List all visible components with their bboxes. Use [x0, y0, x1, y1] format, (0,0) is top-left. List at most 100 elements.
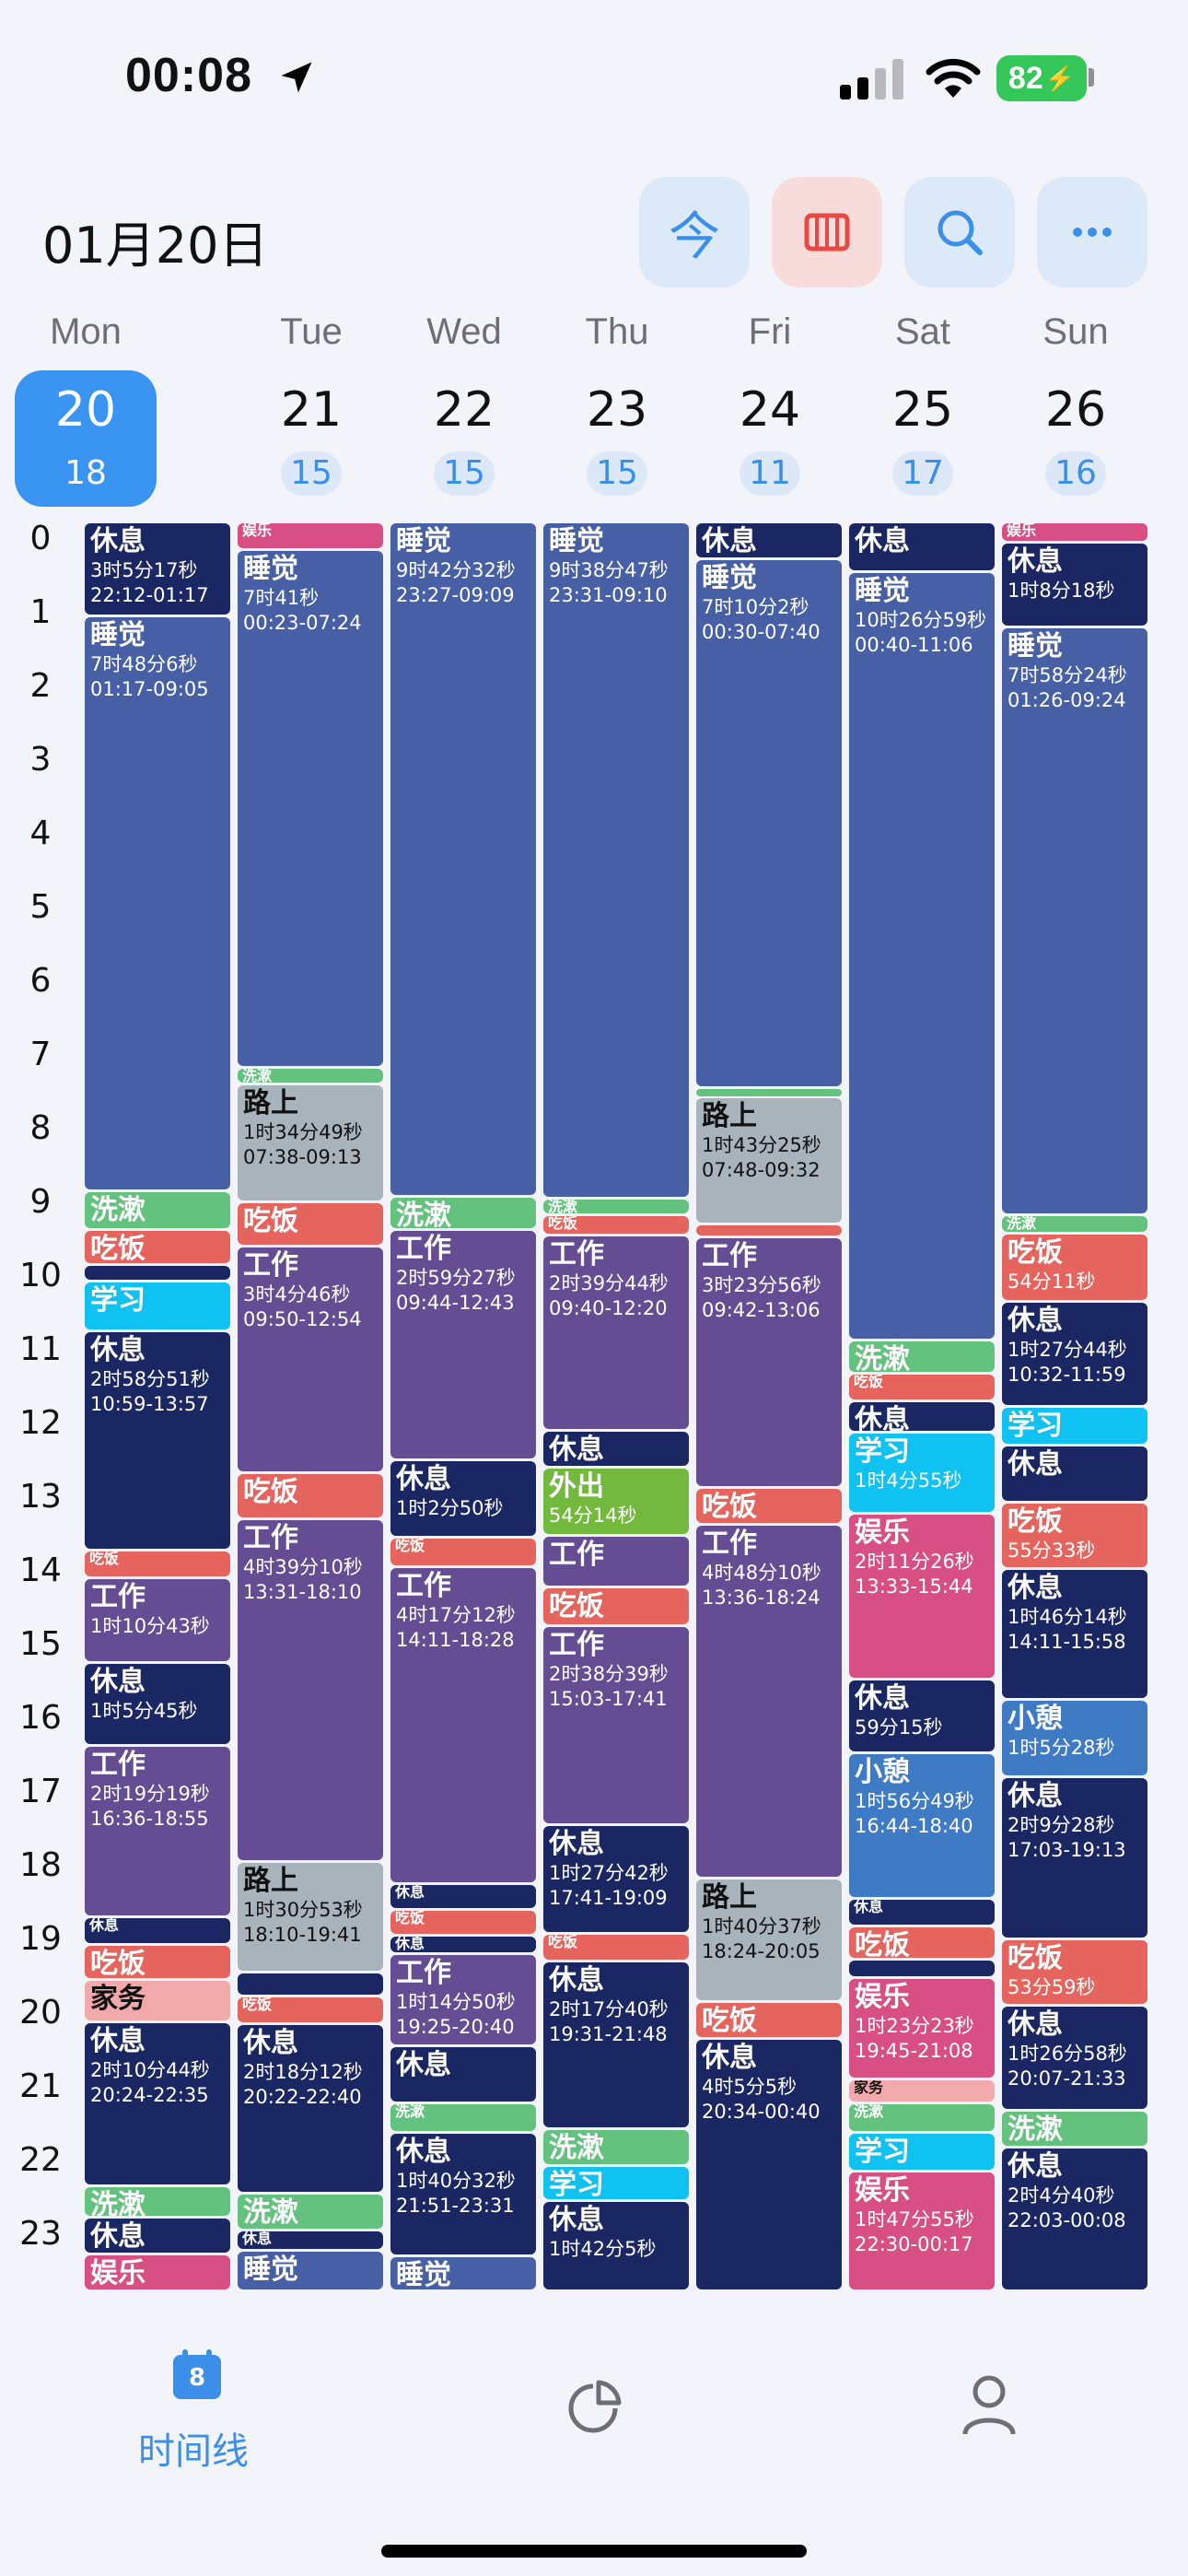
event-block[interactable]: 休息: [696, 523, 842, 557]
event-block[interactable]: [238, 1973, 383, 1995]
event-block[interactable]: 吃饭: [85, 1946, 230, 1978]
event-block[interactable]: 家务: [849, 2080, 995, 2102]
event-block[interactable]: 娱乐 2时11分26秒 13:33-15:44: [849, 1515, 995, 1678]
event-block[interactable]: 休息: [390, 1936, 536, 1952]
event-block[interactable]: 休息: [543, 1432, 689, 1467]
event-block[interactable]: 睡觉 9时38分47秒 23:31-09:10: [543, 523, 689, 1197]
event-block[interactable]: 休息: [849, 1899, 995, 1925]
more-button[interactable]: [1037, 177, 1147, 287]
event-block[interactable]: 娱乐: [1002, 523, 1147, 542]
event-block[interactable]: 工作 2时59分27秒 09:44-12:43: [390, 1231, 536, 1458]
event-block[interactable]: 睡觉 7时58分24秒 01:26-09:24: [1002, 627, 1147, 1213]
event-block[interactable]: 学习: [849, 2134, 995, 2170]
event-block[interactable]: 学习 1时4分55秒: [849, 1434, 995, 1512]
event-block[interactable]: 睡觉 7时10分2秒 00:30-07:40: [696, 560, 842, 1086]
event-block[interactable]: 小憩 1时56分49秒 16:44-18:40: [849, 1754, 995, 1897]
event-block[interactable]: 吃饭 53分59秒: [1002, 1939, 1147, 2004]
event-block[interactable]: 吃饭: [543, 1588, 689, 1625]
event-block[interactable]: 休息 4时5分5秒 20:34-00:40: [696, 2039, 842, 2289]
event-block[interactable]: 工作 4时48分10秒 13:36-18:24: [696, 1526, 842, 1877]
event-block[interactable]: 休息 1时2分50秒: [390, 1460, 536, 1537]
event-block[interactable]: 洗漱: [238, 1069, 383, 1083]
event-block[interactable]: 吃饭: [238, 1474, 383, 1517]
event-block[interactable]: 吃饭 54分11秒: [1002, 1235, 1147, 1300]
event-block[interactable]: 休息: [390, 2046, 536, 2102]
event-block[interactable]: 学习: [543, 2167, 689, 2200]
event-block[interactable]: 洗漱: [85, 1192, 230, 1228]
day-number[interactable]: 22: [433, 382, 495, 438]
event-block[interactable]: 休息 1时42分5秒: [543, 2202, 689, 2289]
day-number[interactable]: 20: [54, 382, 117, 438]
search-button[interactable]: [904, 177, 1015, 287]
event-block[interactable]: 休息 2时18分12秒 20:22-22:40: [238, 2024, 383, 2192]
event-block[interactable]: 休息: [238, 2231, 383, 2249]
event-block[interactable]: 休息 1时26分58秒 20:07-21:33: [1002, 2006, 1147, 2109]
event-block[interactable]: 洗漱: [1002, 2112, 1147, 2146]
day-number[interactable]: 25: [891, 382, 954, 438]
event-block[interactable]: 吃饭: [849, 1375, 995, 1400]
event-block[interactable]: 娱乐 1时47分55秒 22:30-00:17: [849, 2172, 995, 2289]
event-block[interactable]: 吃饭: [849, 1927, 995, 1958]
event-block[interactable]: 吃饭: [238, 1202, 383, 1246]
event-block[interactable]: 工作 1时10分43秒: [85, 1579, 230, 1662]
event-block[interactable]: 休息 1时27分44秒 10:32-11:59: [1002, 1302, 1147, 1405]
event-block[interactable]: 学习: [1002, 1408, 1147, 1445]
event-block[interactable]: 睡觉 7时41秒 00:23-07:24: [238, 551, 383, 1066]
event-block[interactable]: 休息 1时46分14秒 14:11-15:58: [1002, 1570, 1147, 1698]
event-block[interactable]: 吃饭: [390, 1539, 536, 1566]
week-view-button[interactable]: [772, 177, 882, 287]
event-block[interactable]: 工作 3时23分56秒 09:42-13:06: [696, 1238, 842, 1486]
day-number[interactable]: 24: [739, 382, 801, 438]
event-block[interactable]: 路上 1时30分53秒 18:10-19:41: [238, 1862, 383, 1972]
day-number[interactable]: 26: [1044, 382, 1107, 438]
event-block[interactable]: 吃饭: [390, 1911, 536, 1934]
event-block[interactable]: 休息: [1002, 1446, 1147, 1501]
event-block[interactable]: 休息: [85, 1917, 230, 1943]
event-block[interactable]: 工作: [543, 1537, 689, 1586]
tab-timeline[interactable]: 8: [171, 2349, 223, 2401]
event-block[interactable]: 休息: [849, 523, 995, 570]
event-block[interactable]: 吃饭: [238, 1997, 383, 2022]
event-block[interactable]: 吃饭 55分33秒: [1002, 1504, 1147, 1567]
event-block[interactable]: 学习: [85, 1282, 230, 1330]
event-block[interactable]: 娱乐: [238, 523, 383, 549]
event-block[interactable]: 休息: [849, 1402, 995, 1431]
event-block[interactable]: 休息 2时58分51秒 10:59-13:57: [85, 1332, 230, 1549]
event-block[interactable]: 睡觉: [238, 2252, 383, 2289]
event-block[interactable]: 外出 54分14秒: [543, 1469, 689, 1534]
event-block[interactable]: 吃饭: [696, 1489, 842, 1523]
event-block[interactable]: 睡觉 7时48分6秒 01:17-09:05: [85, 617, 230, 1190]
event-block[interactable]: [85, 1266, 230, 1280]
event-block[interactable]: 休息: [390, 1884, 536, 1909]
event-block[interactable]: 休息: [85, 2219, 230, 2253]
event-block[interactable]: 休息 1时8分18秒: [1002, 544, 1147, 626]
event-block[interactable]: 休息 1时27分42秒 17:41-19:09: [543, 1826, 689, 1932]
event-block[interactable]: 休息 2时4分40秒 22:03-00:08: [1002, 2149, 1147, 2289]
event-block[interactable]: 路上 1时34分49秒 07:38-09:13: [238, 1085, 383, 1200]
event-block[interactable]: 休息 59分15秒: [849, 1680, 995, 1751]
event-block[interactable]: 小憩 1时5分28秒: [1002, 1700, 1147, 1776]
event-block[interactable]: 洗漱: [849, 2104, 995, 2131]
tab-timeline-label[interactable]: 时间线: [138, 2430, 249, 2473]
event-block[interactable]: 休息 2时10分44秒 20:24-22:35: [85, 2023, 230, 2185]
event-block[interactable]: 睡觉 10时26分59秒 00:40-11:06: [849, 572, 995, 1339]
tab-statistics[interactable]: [564, 2379, 623, 2438]
event-block[interactable]: 休息 3时5分17秒 22:12-01:17: [85, 523, 230, 615]
event-block[interactable]: 路上 1时40分37秒 18:24-20:05: [696, 1879, 842, 2001]
event-block[interactable]: 洗漱: [238, 2194, 383, 2230]
page-title[interactable]: 01月20日: [42, 217, 269, 275]
event-block[interactable]: 睡觉 9时42分32秒 23:27-09:09: [390, 523, 536, 1195]
event-block[interactable]: 洗漱: [390, 2104, 536, 2131]
event-block[interactable]: 吃饭: [543, 1935, 689, 1960]
event-block[interactable]: 吃饭: [85, 1551, 230, 1577]
today-button[interactable]: 今: [639, 177, 750, 287]
event-block[interactable]: [696, 1088, 842, 1096]
event-block[interactable]: 工作 1时14分50秒 19:25-20:40: [390, 1954, 536, 2044]
day-number[interactable]: 21: [280, 382, 343, 438]
event-block[interactable]: 洗漱: [85, 2187, 230, 2216]
event-block[interactable]: 洗漱: [390, 1198, 536, 1228]
event-block[interactable]: 洗漱: [543, 1199, 689, 1213]
event-block[interactable]: [849, 1961, 995, 1976]
event-block[interactable]: 洗漱: [849, 1341, 995, 1372]
event-block[interactable]: [696, 1225, 842, 1235]
